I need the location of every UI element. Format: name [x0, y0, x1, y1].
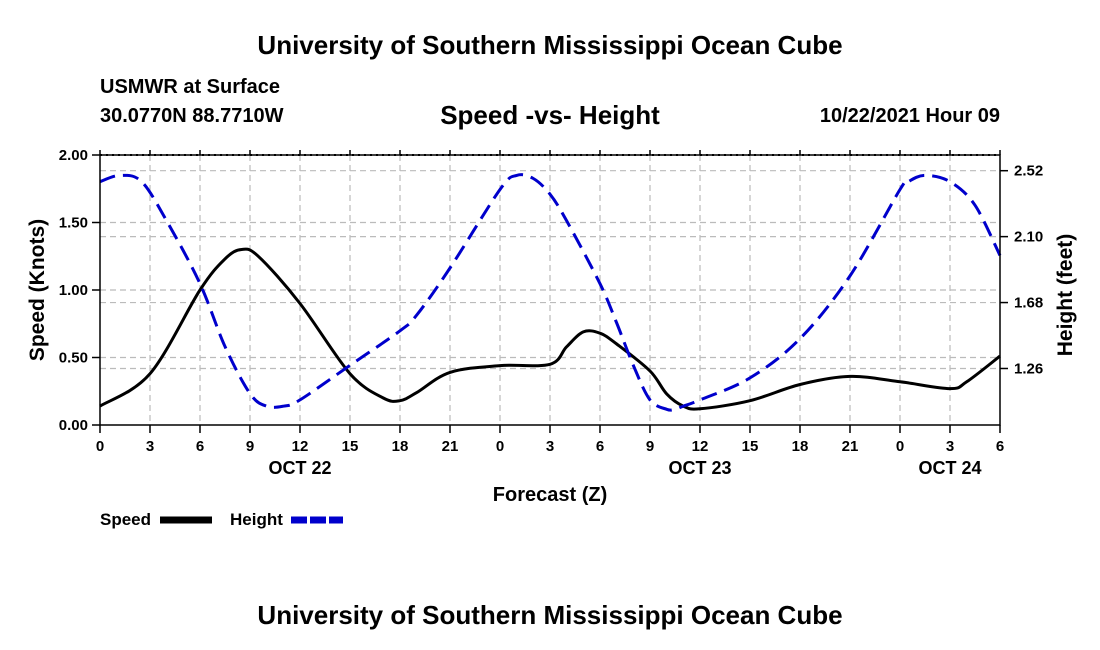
speed-series-line	[99, 247, 1001, 411]
tick-layer	[92, 150, 1008, 433]
y2-tick-label: 2.52	[1014, 163, 1043, 180]
label-layer: 0 3 6 9 12 15 18 21 0 3 6 9 12 15 18 21 0 3 6 0.00 0.50 1.00 1…	[26, 147, 1077, 506]
grid-layer	[100, 155, 1000, 425]
x-tick-label: 3	[946, 438, 954, 455]
x-tick-label: 9	[646, 438, 654, 455]
y-tick-label: 1.50	[59, 215, 88, 232]
y-tick-label: 2.00	[59, 147, 88, 164]
x-tick-label: 12	[292, 438, 309, 455]
y2-tick-label: 2.10	[1014, 229, 1043, 246]
x-tick-label: 0	[896, 438, 904, 455]
x-tick-label: 9	[246, 438, 254, 455]
station-label: USMWR at Surface	[100, 76, 281, 98]
y2-axis-label: Height (feet)	[1054, 234, 1077, 357]
date-label: OCT 23	[668, 458, 731, 478]
date-label: OCT 22	[268, 458, 331, 478]
y2-tick-label: 1.26	[1014, 360, 1043, 377]
y-axis-label: Speed (Knots)	[26, 219, 49, 361]
x-tick-label: 3	[146, 438, 154, 455]
y2-tick-label: 1.68	[1014, 295, 1043, 312]
x-tick-label: 18	[792, 438, 809, 455]
height-series-line	[99, 173, 1002, 412]
y-tick-label: 0.50	[59, 350, 88, 367]
x-tick-label: 3	[546, 438, 554, 455]
y-tick-label: 1.00	[59, 282, 88, 299]
x-axis-label: Forecast (Z)	[493, 484, 607, 506]
x-tick-label: 15	[742, 438, 759, 455]
x-tick-label: 0	[96, 438, 104, 455]
x-tick-label: 21	[842, 438, 859, 455]
x-tick-label: 15	[342, 438, 359, 455]
y-tick-label: 0.00	[59, 417, 88, 434]
legend-height-label: Height	[230, 510, 283, 529]
date-label: OCT 24	[918, 458, 981, 478]
x-tick-label: 18	[392, 438, 409, 455]
forecast-datetime: 10/22/2021 Hour 09	[819, 105, 1000, 127]
x-tick-label: 6	[996, 438, 1004, 455]
x-tick-label: 6	[596, 438, 604, 455]
x-tick-label: 12	[692, 438, 709, 455]
legend: Speed Height	[100, 510, 343, 529]
series-layer	[99, 173, 1002, 412]
coordinates-label: 30.0770N 88.7710W	[100, 105, 284, 127]
legend-speed-label: Speed	[100, 510, 151, 529]
x-tick-label: 0	[496, 438, 504, 455]
chart-title: Speed -vs- Height	[440, 100, 660, 130]
x-tick-label: 21	[442, 438, 459, 455]
main-title: University of Southern Mississippi Ocean…	[257, 30, 843, 60]
x-tick-label: 6	[196, 438, 204, 455]
footer-title: University of Southern Mississippi Ocean…	[257, 600, 843, 630]
